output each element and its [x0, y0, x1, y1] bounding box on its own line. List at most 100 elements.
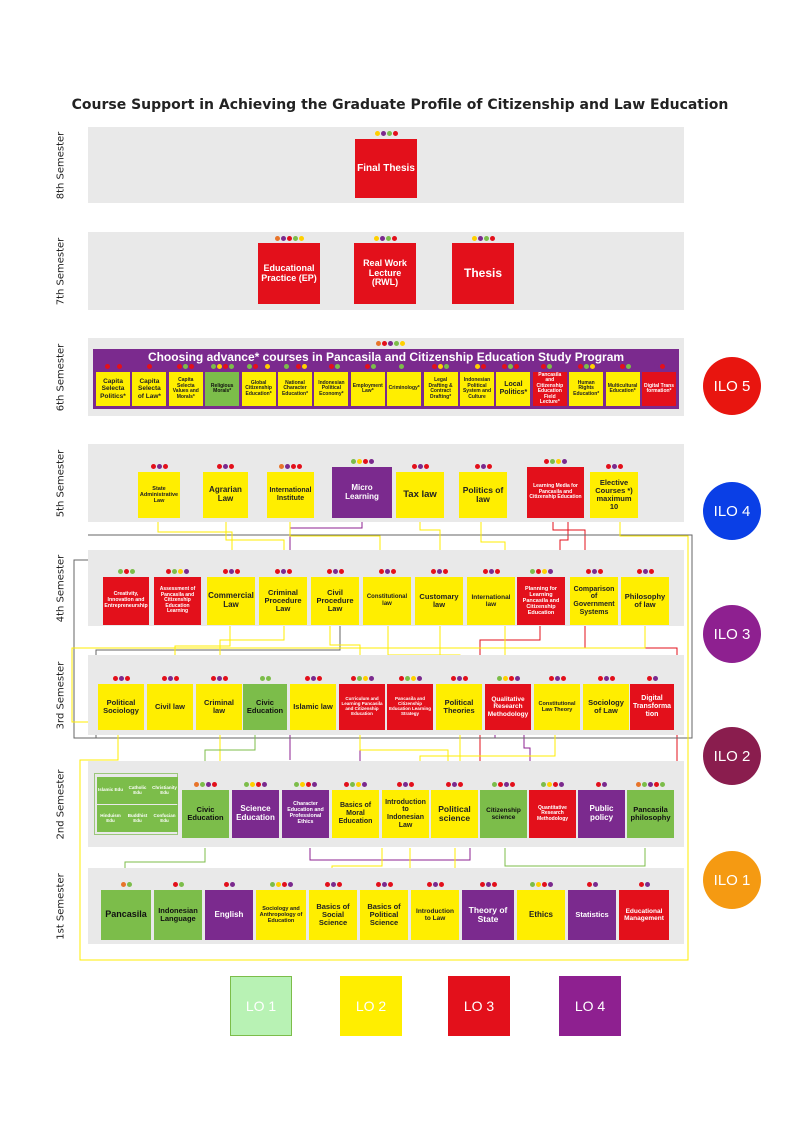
lo-dots	[415, 569, 463, 575]
ilo-4-badge: ILO 4	[703, 482, 761, 540]
lo-dots	[309, 882, 357, 888]
lo-dots	[363, 569, 411, 575]
course-sem3-courses-1: Civil law	[147, 684, 193, 730]
course-sem2-courses-0: Civic Education	[182, 790, 229, 838]
course-sem4-courses-4: Civil Procedure Law	[311, 577, 359, 625]
course-sem3-courses-2: Criminal law	[196, 684, 242, 730]
religion-education-group: Islamic Edu Catholic Edu Christianity Ed…	[94, 773, 178, 835]
semester-label-6: 6th Semester	[55, 343, 67, 411]
course-real-work-lecture: Real Work Lecture (RWL)	[354, 243, 416, 304]
course-sem3-courses-5: Curriculum and Learning Pancasila and Ci…	[339, 684, 385, 730]
lo-dots	[132, 364, 166, 370]
course-sem5-courses-5: Politics of law	[459, 472, 507, 518]
lo-dots	[196, 676, 242, 682]
course-sem3-courses-6: Pancasila and Citizenship Education Lear…	[387, 684, 433, 730]
lo-dots	[396, 464, 444, 470]
course-final-thesis: Final Thesis	[355, 139, 417, 198]
course-sem1-courses-6: Introduction to Law	[411, 890, 459, 940]
lo-dots	[169, 364, 203, 370]
legend-lo-3: LO 3	[448, 976, 510, 1036]
course-sem4-courses-3: Criminal Procedure Law	[259, 577, 307, 625]
lo-dots	[147, 676, 193, 682]
course-sem2-courses-1: Science Education	[232, 790, 279, 838]
lo-dots	[382, 782, 429, 788]
lo-dots	[459, 464, 507, 470]
course-sem5-courses-0: State Administrative Law	[138, 472, 180, 518]
course-sem5-courses-3: Micro Learning	[332, 467, 392, 518]
course-sem4-courses-0: Creativity, Innovation and Entrepreneurs…	[103, 577, 149, 625]
course-sem1-courses-0: Pancasila	[101, 890, 151, 940]
lo-dots	[351, 364, 385, 370]
lo-dots	[387, 364, 421, 370]
lo-dots	[205, 364, 239, 370]
lo-dots	[282, 782, 329, 788]
lo-dots	[627, 782, 674, 788]
lo-dots	[138, 464, 180, 470]
lo-dots	[569, 364, 603, 370]
lo-dots	[480, 782, 527, 788]
course-sem4-courses-9: Comparison of Government Systems	[570, 577, 618, 625]
course-sem6-courses-4: Global Citizenship Education*	[241, 372, 276, 406]
course-sem4-courses-1: Assessment of Pancasila and Citizenship …	[154, 577, 201, 625]
course-sem6-courses-6: Indonesian Political Economy*	[314, 372, 349, 406]
course-sem3-courses-0: Political Sociology	[98, 684, 144, 730]
course-sem4-courses-6: Customary law	[415, 577, 463, 625]
course-sem3-courses-4: Islamic law	[290, 684, 336, 730]
course-sem6-courses-10: Indonesian Political System and Culture	[460, 372, 494, 406]
course-sem5-courses-7: Elective Courses *) maximum 10	[590, 472, 638, 518]
course-sem3-courses-11: Digital Transforma tion	[630, 684, 674, 730]
lo-dots	[258, 236, 320, 242]
lo-dots	[630, 676, 674, 682]
lo-dots	[533, 364, 567, 370]
course-sem6-courses-2: Capita Selecta Values and Morals*	[168, 372, 203, 406]
lo-dots	[332, 782, 379, 788]
lo-dots	[431, 782, 478, 788]
lo-dots	[243, 676, 287, 682]
course-sem2-courses-4: Introduction to Indonesian Law	[382, 790, 429, 838]
lo-dots	[606, 364, 640, 370]
lo-dots	[583, 676, 629, 682]
course-sem2-courses-6: Citizenship science	[480, 790, 527, 838]
lo-dots	[452, 236, 514, 242]
course-sem1-courses-9: Statistics	[568, 890, 616, 940]
course-sem3-courses-7: Political Theories	[436, 684, 482, 730]
ilo-5-badge: ILO 5	[703, 357, 761, 415]
course-sem6-courses-7: Employment Law*	[350, 372, 385, 406]
religion-course: Catholic Edu	[124, 777, 151, 804]
lo-dots	[355, 131, 417, 137]
course-sem1-courses-5: Basics of Political Science	[360, 890, 408, 940]
semester-label-8: 8th Semester	[55, 131, 67, 199]
semester-label-7: 7th Semester	[55, 237, 67, 305]
lo-dots	[205, 882, 253, 888]
lo-dots	[354, 236, 416, 242]
lo-dots	[387, 676, 433, 682]
course-sem6-courses-14: Multicultural Education*	[605, 372, 640, 406]
course-sem2-courses-3: Basics of Moral Education	[332, 790, 379, 838]
lo-dots	[96, 364, 130, 370]
lo-dots	[154, 882, 202, 888]
course-sem3-courses-9: Constitutional Law Theory	[534, 684, 580, 730]
course-sem4-courses-5: Constitutional law	[363, 577, 411, 625]
religion-course: Islamic Edu	[97, 777, 124, 804]
ilo-1-badge: ILO 1	[703, 851, 761, 909]
lo-dots	[527, 459, 584, 465]
course-sem1-courses-3: Sociology and Anthropology of Education	[256, 890, 306, 940]
course-thesis: Thesis	[452, 243, 514, 304]
lo-dots	[182, 782, 229, 788]
course-sem4-courses-8: Planning for Learning Pancasila and Citi…	[517, 577, 565, 625]
legend-lo-1: LO 1	[230, 976, 292, 1036]
course-sem6-courses-1: Capita Selecta of Law*	[132, 372, 167, 406]
course-sem1-courses-1: Indonesian Language	[154, 890, 202, 940]
course-sem4-courses-10: Philosophy of law	[621, 577, 669, 625]
lo-dots	[462, 882, 514, 888]
lo-dots	[242, 364, 276, 370]
course-sem6-courses-0: Capita Selecta Politics*	[96, 372, 130, 406]
lo-dots	[619, 882, 669, 888]
lo-dots	[290, 676, 336, 682]
course-sem1-courses-7: Theory of State	[462, 890, 514, 940]
lo-dots	[517, 569, 565, 575]
semester-label-4: 4th Semester	[55, 554, 67, 622]
lo-dots	[424, 364, 458, 370]
lo-dots	[311, 569, 359, 575]
lo-dots	[256, 882, 306, 888]
